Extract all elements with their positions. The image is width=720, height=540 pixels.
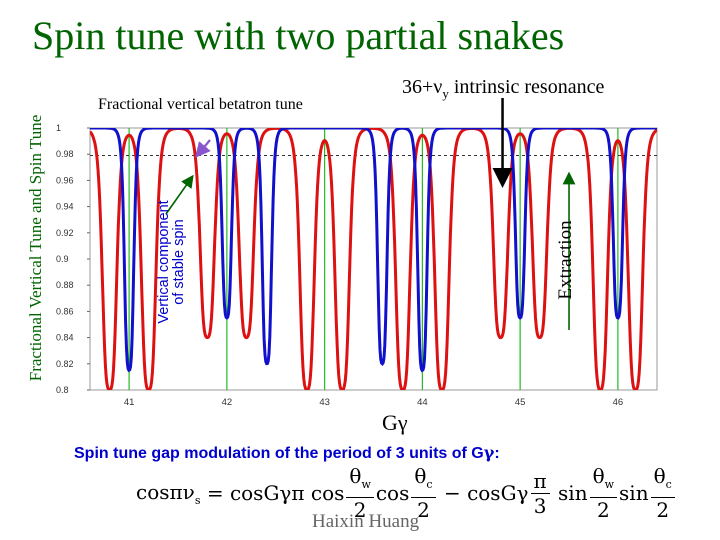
spin-tune-formula: cosπνs = cosGγπ cos θw 2 cos θc 2 − cosGγ … [136, 462, 677, 524]
x-tick-label: 45 [515, 397, 526, 408]
y-tick-label: 0.98 [56, 149, 74, 159]
resonance-label: 36+νy intrinsic resonance [402, 76, 605, 101]
author-footer: Haixin Huang [312, 511, 420, 532]
y-tick-label: 1 [56, 123, 61, 133]
formula-frac-theta-w-2: θw 2 [589, 464, 618, 522]
formula-sin: sin [551, 481, 588, 505]
x-tick-label: 42 [222, 397, 233, 408]
x-tick-label: 41 [124, 397, 135, 408]
tune-pointer-arrow [195, 139, 211, 158]
x-axis-label: Gγ [382, 410, 408, 435]
gap-modulation-text: Spin tune gap modulation of the period o… [74, 443, 500, 462]
vertical-component-series [90, 128, 657, 373]
y-tick-label: 0.86 [56, 306, 74, 316]
formula-frac-theta-c-2: θc 2 [650, 464, 675, 522]
y-tick-label: 0.82 [56, 359, 74, 369]
x-tick-label: 44 [417, 397, 428, 408]
y-tick-label: 0.9 [56, 254, 69, 264]
formula-minus-term: − cosGγ [437, 481, 529, 505]
plot-frame [89, 127, 658, 391]
formula-lhs: cosπνs [136, 479, 201, 507]
y-tick-label: 0.8 [56, 385, 69, 395]
formula-eq: = cosGγπ cos [200, 481, 345, 505]
y-tick-label: 0.84 [56, 333, 74, 343]
x-tick-label: 46 [613, 397, 624, 408]
y-tick-label: 0.88 [56, 280, 74, 290]
y-tick-label: 0.92 [56, 228, 74, 238]
vertical-component-pointer [165, 174, 194, 215]
slide-title: Spin tune with two partial snakes [32, 13, 565, 58]
formula-frac-theta-c-1: θc 2 [411, 464, 436, 522]
x-tick-label: 43 [319, 397, 330, 408]
fractional-tune-label: Fractional vertical betatron tune [98, 96, 303, 113]
y-tick-label: 0.96 [56, 175, 74, 185]
formula-frac-theta-w-1: θw 2 [346, 464, 374, 522]
y-tick-label: 0.94 [56, 202, 74, 212]
